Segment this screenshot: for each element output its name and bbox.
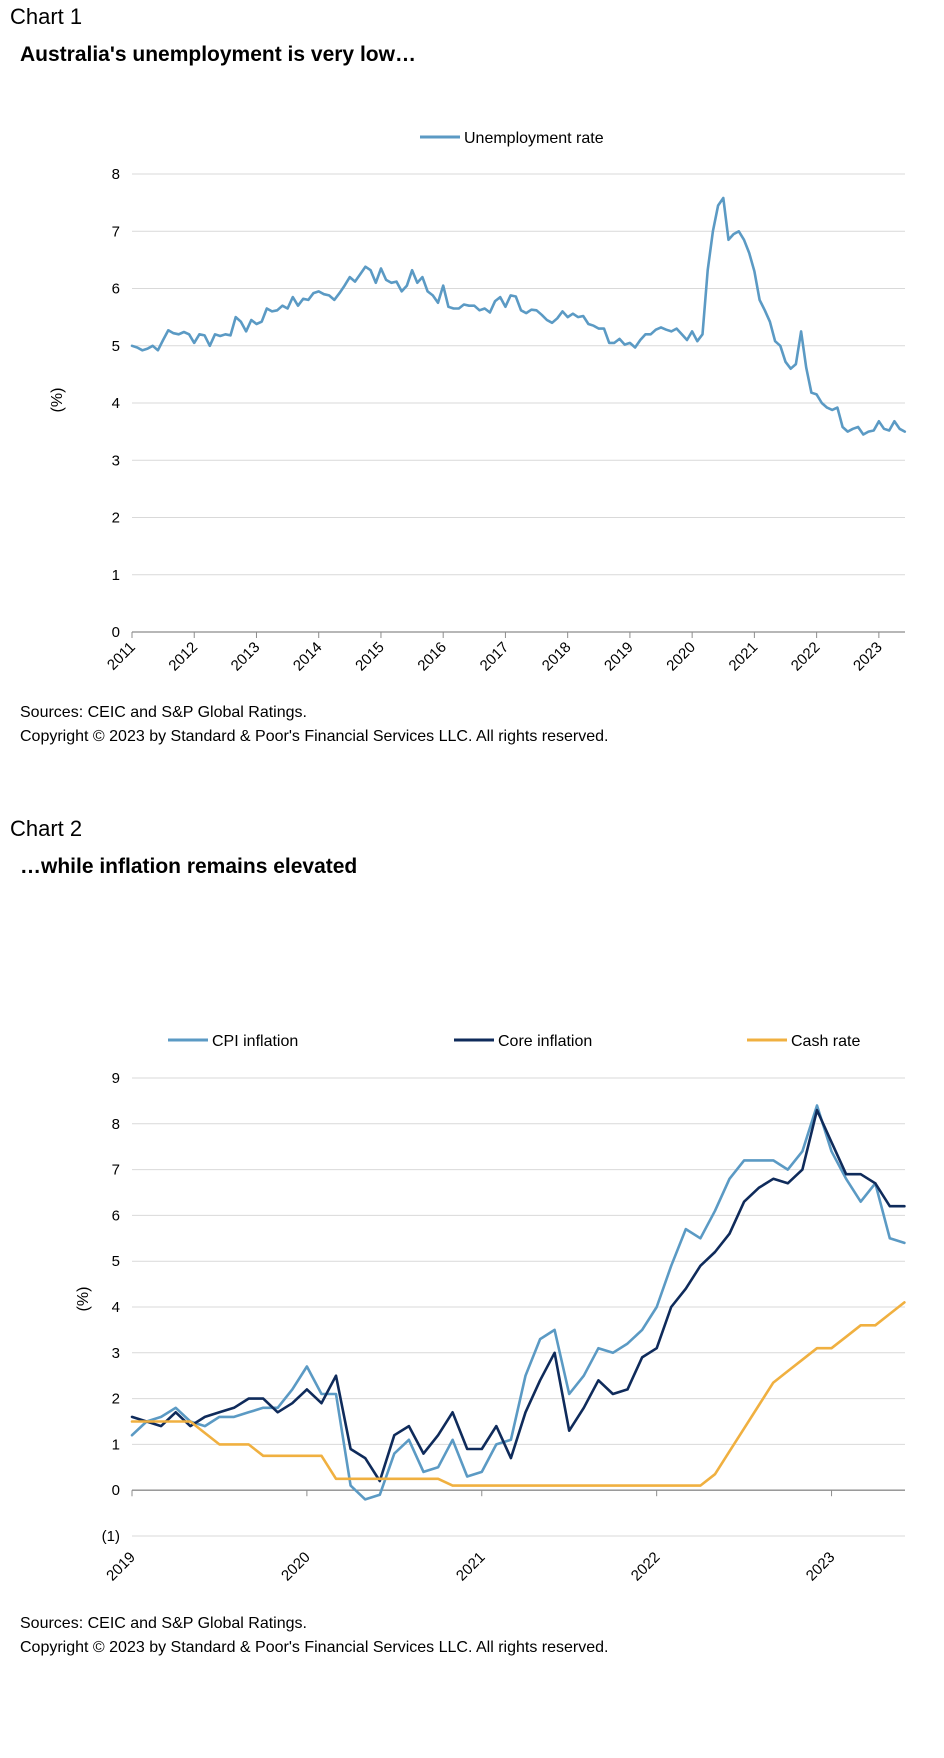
chart1-x-tick-label: 2012 — [165, 639, 201, 675]
chart1-x-tick-label: 2015 — [352, 639, 388, 675]
chart1-y-tick-label: 0 — [112, 624, 120, 641]
chart2-y-tick-label: 3 — [112, 1345, 120, 1362]
chart1-series-line-unemployment-rate — [130, 196, 907, 436]
chart2-series-line-core-inflation — [130, 1108, 906, 1483]
chart2-y-tick-label: 2 — [112, 1391, 120, 1408]
chart1-x-tick-label: 2021 — [726, 639, 762, 675]
chart1-x-tick-label: 2013 — [228, 639, 264, 675]
chart-2-title: …while inflation remains elevated — [20, 855, 358, 878]
chart2-y-tick-label: 8 — [112, 1116, 120, 1133]
chart1-y-axis-label: (%) — [49, 388, 66, 413]
chart1-y-tick-label: 2 — [112, 510, 120, 527]
chart2-y-tick-label: 6 — [112, 1207, 120, 1224]
chart1-x-tick-label: 2022 — [788, 639, 824, 675]
chart-2-source: Sources: CEIC and S&P Global Ratings. Co… — [20, 1612, 608, 1660]
chart2-series-line-cash-rate — [130, 1301, 906, 1487]
chart1-y-tick-label: 6 — [112, 281, 120, 298]
chart-1-source: Sources: CEIC and S&P Global Ratings. Co… — [20, 701, 608, 749]
chart1-y-tick-label: 5 — [112, 338, 120, 355]
chart1-x-tick-label: 2011 — [104, 639, 139, 674]
chart2-y-tick-label: 5 — [112, 1253, 120, 1270]
chart2-y-tick-label: 9 — [112, 1070, 120, 1087]
chart1-x-tick-label: 2018 — [539, 639, 575, 675]
chart2-y-tick-label: 1 — [112, 1436, 120, 1453]
chart-1-copyright: Copyright © 2023 by Standard & Poor's Fi… — [20, 728, 609, 745]
chart2-y-tick-label: 0 — [112, 1482, 120, 1499]
chart1-x-tick-label: 2014 — [290, 639, 326, 675]
chart2-legend-label: CPI inflation — [212, 1033, 298, 1050]
chart2-series-line-cpi-inflation — [130, 1104, 906, 1501]
chart1-legend-label: Unemployment rate — [464, 130, 604, 147]
chart1-y-tick-label: 8 — [112, 166, 120, 183]
chart2-y-tick-label: 4 — [112, 1299, 120, 1316]
chart2-y-axis-label: (%) — [75, 1287, 92, 1312]
chart-1-plot: 0 1 2 3 4 5 6 7 8 2011 2012 2013 2014 2015 2016 2017 201… — [49, 130, 907, 675]
chart2-x-tick-label: 2021 — [453, 1549, 489, 1585]
chart1-x-tick-label: 2020 — [663, 639, 699, 675]
chart1-x-tick-label: 2017 — [477, 639, 513, 675]
chart-1-title: Australia's unemployment is very low… — [20, 43, 416, 66]
chart1-y-tick-label: 7 — [112, 223, 120, 240]
chart-1-label: Chart 1 — [10, 4, 83, 29]
chart2-x-tick-label: 2023 — [803, 1549, 839, 1585]
chart2-x-tick-label: 2022 — [628, 1549, 664, 1585]
chart1-y-tick-label: 1 — [112, 567, 120, 584]
chart1-y-tick-label: 4 — [112, 395, 120, 412]
chart1-y-tick-label: 3 — [112, 452, 120, 469]
chart1-x-tick-label: 2023 — [850, 639, 886, 675]
chart2-x-tick-label: 2019 — [103, 1549, 139, 1585]
chart2-legend-label: Core inflation — [498, 1033, 592, 1050]
chart1-x-tick-label: 2016 — [414, 639, 450, 675]
chart-2-source-line1: Sources: CEIC and S&P Global Ratings. — [20, 1615, 307, 1632]
chart-2-label: Chart 2 — [10, 816, 83, 841]
chart2-y-tick-label: 7 — [112, 1162, 120, 1179]
chart2-legend-label: Cash rate — [791, 1033, 860, 1050]
chart-2-plot: (1) 0 1 2 3 4 5 6 7 8 9 2019 2020 2021 2022 2023 (%) CPI … — [75, 1033, 906, 1584]
chart-2-copyright: Copyright © 2023 by Standard & Poor's Fi… — [20, 1639, 609, 1656]
chart1-x-tick-label: 2019 — [601, 639, 637, 675]
chart2-y-tick-label: (1) — [102, 1528, 120, 1545]
chart-1-source-line1: Sources: CEIC and S&P Global Ratings. — [20, 704, 307, 721]
chart2-x-tick-label: 2020 — [278, 1549, 314, 1585]
